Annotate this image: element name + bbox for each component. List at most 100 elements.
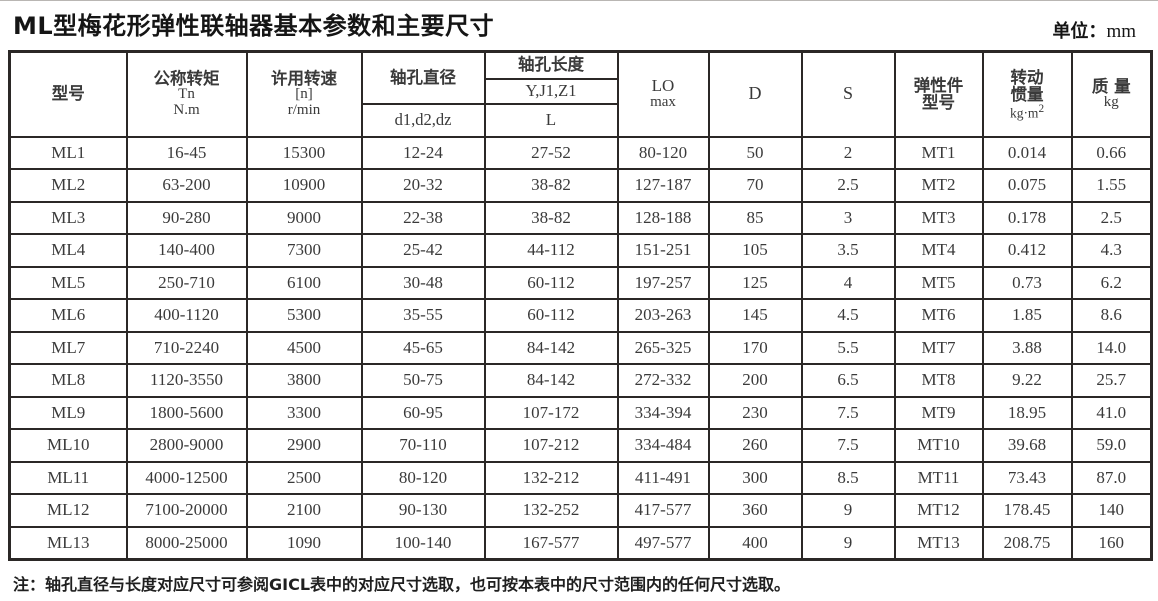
col-header-d: D: [707, 50, 803, 138]
table-cell: ML7: [8, 330, 128, 365]
table-cell: 10900: [245, 168, 363, 203]
table-cell: 60-112: [483, 265, 619, 300]
table-cell: 151-251: [616, 233, 710, 268]
table-cell: 6100: [245, 265, 363, 300]
table-row: ML3 90-280 9000 22-38 38-82 128-188 85 3 MT3 0.17…: [8, 200, 1153, 235]
footnote-text: 轴孔直径与长度对应尺寸可参阅GⅠCL表中的对应尺寸选取，也可按本表中的尺寸范围内…: [45, 575, 791, 594]
table-cell: 27-52: [483, 135, 619, 170]
table-cell: 18.95: [981, 395, 1073, 430]
table-row: ML9 1800-5600 3300 60-95 107-172 334-394 230 7.…: [8, 395, 1153, 430]
table-cell: 417-577: [616, 493, 710, 528]
table-cell: 167-577: [483, 525, 619, 560]
table-cell: 260: [707, 428, 803, 463]
table-cell: 87.0: [1070, 460, 1153, 495]
spec-table: 型号 公称转矩 Tn N.m 许用转速 [n] r/min 轴孔直径 轴孔长度: [8, 50, 1153, 561]
table-cell: 0.075: [981, 168, 1073, 203]
table-cell: 140-400: [125, 233, 248, 268]
table-cell: 334-394: [616, 395, 710, 430]
table-cell: 15300: [245, 135, 363, 170]
table-cell: 1120-3550: [125, 363, 248, 398]
table-row: ML5 250-710 6100 30-48 60-112 197-257 125 4 MT5 0…: [8, 265, 1153, 300]
table-cell: 80-120: [360, 460, 486, 495]
table-cell: 160: [1070, 525, 1153, 560]
col-header-mass: 质 量 kg: [1070, 50, 1153, 138]
table-cell: 100-140: [360, 525, 486, 560]
top-rule-divider: [0, 0, 1158, 1]
table-cell: 7100-20000: [125, 493, 248, 528]
col-header-bore-length-l: L: [483, 102, 619, 138]
table-cell: 3.88: [981, 330, 1073, 365]
table-cell: 2800-9000: [125, 428, 248, 463]
table-cell: 1090: [245, 525, 363, 560]
col-header-bore-diameter: 轴孔直径: [360, 50, 486, 105]
table-header: 型号 公称转矩 Tn N.m 许用转速 [n] r/min 轴孔直径 轴孔长度: [8, 50, 1153, 138]
table-cell: 4.5: [800, 298, 896, 333]
table-cell: 125: [707, 265, 803, 300]
table-cell: 22-38: [360, 200, 486, 235]
table-cell: ML3: [8, 200, 128, 235]
table-cell: 41.0: [1070, 395, 1153, 430]
table-cell: 272-332: [616, 363, 710, 398]
table-cell: 16-45: [125, 135, 248, 170]
table-cell: 20-32: [360, 168, 486, 203]
table-cell: 132-252: [483, 493, 619, 528]
table-cell: MT7: [893, 330, 984, 365]
table-cell: 497-577: [616, 525, 710, 560]
table-body: ML1 16-45 15300 12-24 27-52 80-120 50 2 MT1 0.014…: [8, 135, 1153, 560]
table-cell: 107-212: [483, 428, 619, 463]
page-title: ML型梅花形弹性联轴器基本参数和主要尺寸: [13, 12, 495, 40]
table-cell: 4500: [245, 330, 363, 365]
table-cell: MT5: [893, 265, 984, 300]
table-cell: ML2: [8, 168, 128, 203]
table-cell: 25-42: [360, 233, 486, 268]
table-cell: 9: [800, 493, 896, 528]
table-cell: 35-55: [360, 298, 486, 333]
table-cell: 4000-12500: [125, 460, 248, 495]
table-cell: 9: [800, 525, 896, 560]
table-cell: 5300: [245, 298, 363, 333]
table-cell: 7.5: [800, 428, 896, 463]
table-cell: ML4: [8, 233, 128, 268]
table-cell: 411-491: [616, 460, 710, 495]
table-cell: ML10: [8, 428, 128, 463]
table-cell: 197-257: [616, 265, 710, 300]
table-cell: 0.66: [1070, 135, 1153, 170]
table-cell: 5.5: [800, 330, 896, 365]
table-row: ML12 7100-20000 2100 90-130 132-252 417-577 36…: [8, 493, 1153, 528]
table-cell: 63-200: [125, 168, 248, 203]
unit-label: 单位：mm: [1052, 17, 1136, 43]
table-cell: ML8: [8, 363, 128, 398]
table-cell: 128-188: [616, 200, 710, 235]
table-cell: 38-82: [483, 168, 619, 203]
table-cell: MT13: [893, 525, 984, 560]
table-cell: MT9: [893, 395, 984, 430]
table-cell: MT3: [893, 200, 984, 235]
table-cell: 60-95: [360, 395, 486, 430]
table-cell: 8000-25000: [125, 525, 248, 560]
table-cell: 6.5: [800, 363, 896, 398]
table-cell: 400: [707, 525, 803, 560]
table-cell: 45-65: [360, 330, 486, 365]
table-cell: 85: [707, 200, 803, 235]
table-cell: MT4: [893, 233, 984, 268]
table-cell: MT2: [893, 168, 984, 203]
table-cell: MT12: [893, 493, 984, 528]
col-header-model: 型号: [8, 50, 128, 138]
table-cell: 4.3: [1070, 233, 1153, 268]
table-cell: 1.55: [1070, 168, 1153, 203]
table-cell: 107-172: [483, 395, 619, 430]
table-cell: 60-112: [483, 298, 619, 333]
table-cell: 0.178: [981, 200, 1073, 235]
table-cell: 9.22: [981, 363, 1073, 398]
unit-label-zh: 单位：: [1052, 21, 1107, 42]
table-cell: 208.75: [981, 525, 1073, 560]
table-cell: 0.412: [981, 233, 1073, 268]
table-cell: 334-484: [616, 428, 710, 463]
table-cell: 25.7: [1070, 363, 1153, 398]
table-cell: 59.0: [1070, 428, 1153, 463]
table-cell: 0.014: [981, 135, 1073, 170]
table-cell: 145: [707, 298, 803, 333]
table-cell: 140: [1070, 493, 1153, 528]
col-header-lo-max: LO max: [616, 50, 710, 138]
table-cell: 2500: [245, 460, 363, 495]
